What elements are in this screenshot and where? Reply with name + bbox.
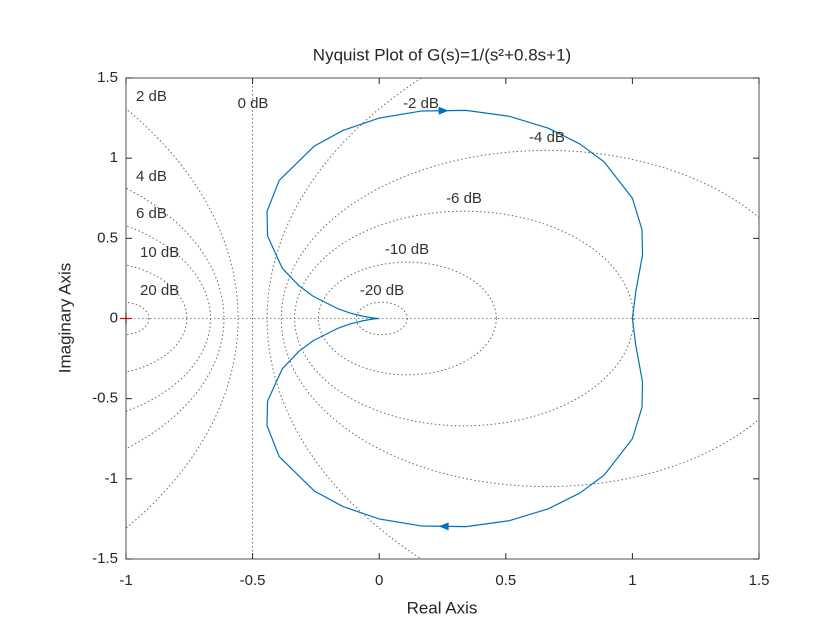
- grid-line: [280, 149, 759, 488]
- y-tick-label: 1: [110, 149, 118, 166]
- contour-label: -20 dB: [360, 282, 404, 299]
- y-tick-label: 1.5: [97, 69, 118, 86]
- contour-label: -10 dB: [385, 241, 429, 258]
- y-tick-label: 0.5: [97, 229, 118, 246]
- y-tick-label: -1.5: [92, 550, 118, 567]
- x-tick-label: 0: [375, 572, 383, 589]
- plot-frame: [125, 77, 760, 560]
- contour-label: 4 dB: [136, 168, 167, 185]
- y-tick-label: 0: [110, 309, 118, 326]
- grid-line: [317, 261, 497, 376]
- chart-title: Nyquist Plot of G(s)=1/(s²+0.8s+1): [313, 45, 571, 64]
- direction-arrow: [438, 106, 449, 115]
- contour-label: 0 dB: [238, 95, 269, 112]
- x-tick-label: 0.5: [495, 572, 516, 589]
- contour-label: -6 dB: [446, 190, 482, 207]
- contour-label: 2 dB: [136, 88, 167, 105]
- axes-layer: -1 -0.5 0 0.5 1 1.5-1.5-1-0.500.511.52 dB4 dB…: [92, 69, 769, 589]
- y-tick-label: -0.5: [92, 390, 118, 407]
- nyquist-curve: [266, 109, 644, 528]
- x-tick-label: -0.5: [240, 572, 266, 589]
- contour-label: 20 dB: [140, 282, 179, 299]
- x-tick-label: 1.5: [749, 572, 770, 589]
- curve-layer: [266, 106, 644, 531]
- y-axis-label: Imaginary Axis: [55, 263, 74, 374]
- grid-line: [126, 187, 225, 450]
- direction-arrow: [438, 522, 449, 531]
- x-tick-label: 1: [628, 572, 636, 589]
- y-tick-label: -1: [105, 470, 118, 487]
- grid-line: [126, 301, 150, 336]
- contour-label: 6 dB: [136, 205, 167, 222]
- contour-label: 10 dB: [140, 244, 179, 261]
- x-axis-label: Real Axis: [407, 598, 478, 617]
- contour-label: -4 dB: [529, 129, 565, 146]
- x-tick-label: -1: [119, 572, 132, 589]
- contour-label: -2 dB: [403, 95, 439, 112]
